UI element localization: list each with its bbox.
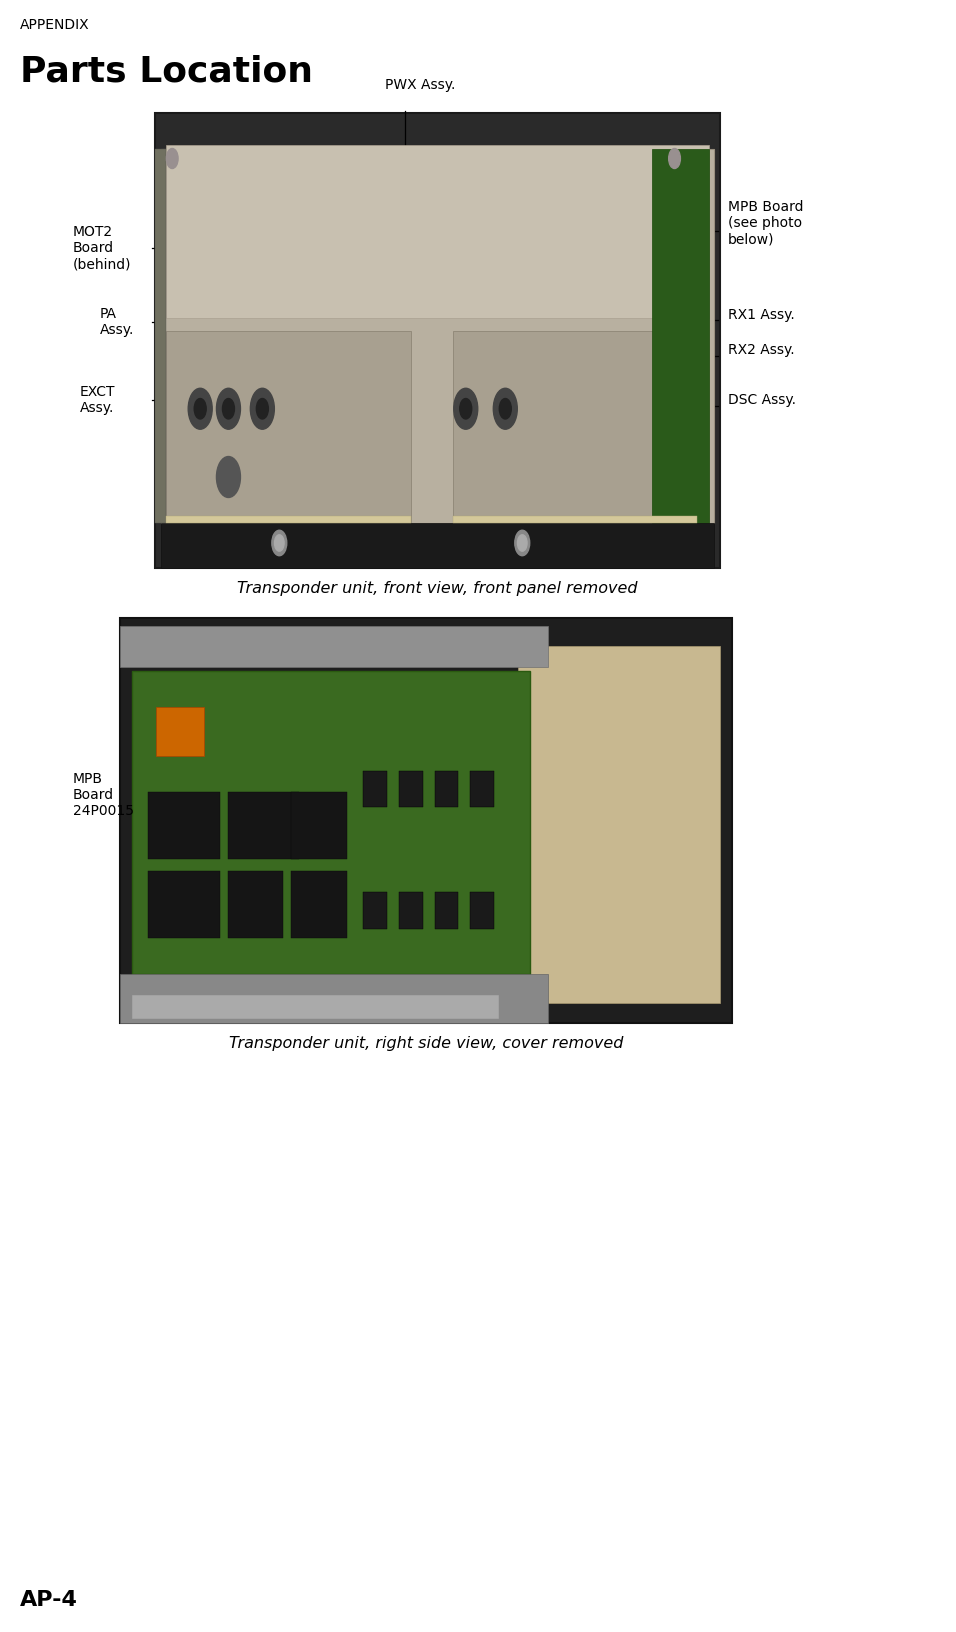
Text: PA
Assy.: PA Assy. bbox=[100, 307, 135, 338]
Bar bbox=[453, 331, 697, 522]
Text: DSC Assy.: DSC Assy. bbox=[728, 393, 796, 406]
Bar bbox=[363, 770, 387, 808]
Bar bbox=[132, 671, 530, 974]
Text: AP-4: AP-4 bbox=[20, 1590, 77, 1611]
Bar bbox=[470, 770, 494, 808]
Text: PWX Assy.: PWX Assy. bbox=[385, 78, 455, 91]
Circle shape bbox=[272, 530, 287, 557]
Bar bbox=[228, 871, 283, 938]
Text: RX2 Assy.: RX2 Assy. bbox=[728, 343, 794, 357]
Bar bbox=[470, 893, 494, 929]
Bar bbox=[652, 150, 708, 522]
Text: Transponder unit, right side view, cover removed: Transponder unit, right side view, cover… bbox=[228, 1036, 623, 1051]
Bar bbox=[399, 893, 423, 929]
Bar bbox=[155, 150, 166, 522]
Circle shape bbox=[454, 388, 478, 429]
Bar bbox=[518, 646, 720, 1002]
Bar bbox=[166, 145, 708, 318]
Circle shape bbox=[194, 398, 206, 419]
Bar bbox=[166, 331, 410, 522]
Bar bbox=[120, 619, 732, 1023]
Circle shape bbox=[517, 535, 527, 552]
Circle shape bbox=[460, 398, 471, 419]
Bar bbox=[166, 516, 410, 522]
Circle shape bbox=[256, 398, 269, 419]
Circle shape bbox=[274, 535, 284, 552]
Circle shape bbox=[514, 530, 530, 557]
Bar bbox=[161, 150, 714, 522]
Bar bbox=[453, 516, 697, 522]
Bar bbox=[435, 893, 459, 929]
Circle shape bbox=[166, 149, 178, 168]
Bar bbox=[148, 792, 220, 858]
Bar bbox=[120, 974, 549, 1023]
Circle shape bbox=[216, 388, 241, 429]
Bar bbox=[155, 113, 720, 568]
Bar bbox=[292, 871, 347, 938]
Text: EXCT
Assy.: EXCT Assy. bbox=[80, 385, 116, 415]
Text: MPB
Board
24P0015: MPB Board 24P0015 bbox=[73, 772, 134, 818]
Circle shape bbox=[223, 398, 234, 419]
Text: MPB Board
(see photo
below): MPB Board (see photo below) bbox=[728, 199, 803, 246]
Text: MOT2
Board
(behind): MOT2 Board (behind) bbox=[73, 225, 132, 271]
Bar bbox=[161, 522, 714, 568]
Bar bbox=[292, 792, 347, 858]
Text: RX1 Assy.: RX1 Assy. bbox=[728, 308, 794, 322]
Circle shape bbox=[216, 457, 241, 498]
Text: Parts Location: Parts Location bbox=[20, 55, 313, 90]
Bar bbox=[148, 871, 220, 938]
Circle shape bbox=[188, 388, 212, 429]
Bar bbox=[132, 994, 499, 1018]
Circle shape bbox=[493, 388, 517, 429]
Bar bbox=[435, 770, 459, 808]
Circle shape bbox=[499, 398, 511, 419]
Text: Transponder unit, front view, front panel removed: Transponder unit, front view, front pane… bbox=[237, 581, 638, 596]
Circle shape bbox=[250, 388, 274, 429]
Bar bbox=[156, 707, 204, 756]
Bar bbox=[363, 893, 387, 929]
Circle shape bbox=[668, 149, 681, 168]
Text: APPENDIX: APPENDIX bbox=[20, 18, 90, 33]
Bar bbox=[228, 792, 299, 858]
Bar bbox=[120, 627, 549, 666]
Bar bbox=[399, 770, 423, 808]
